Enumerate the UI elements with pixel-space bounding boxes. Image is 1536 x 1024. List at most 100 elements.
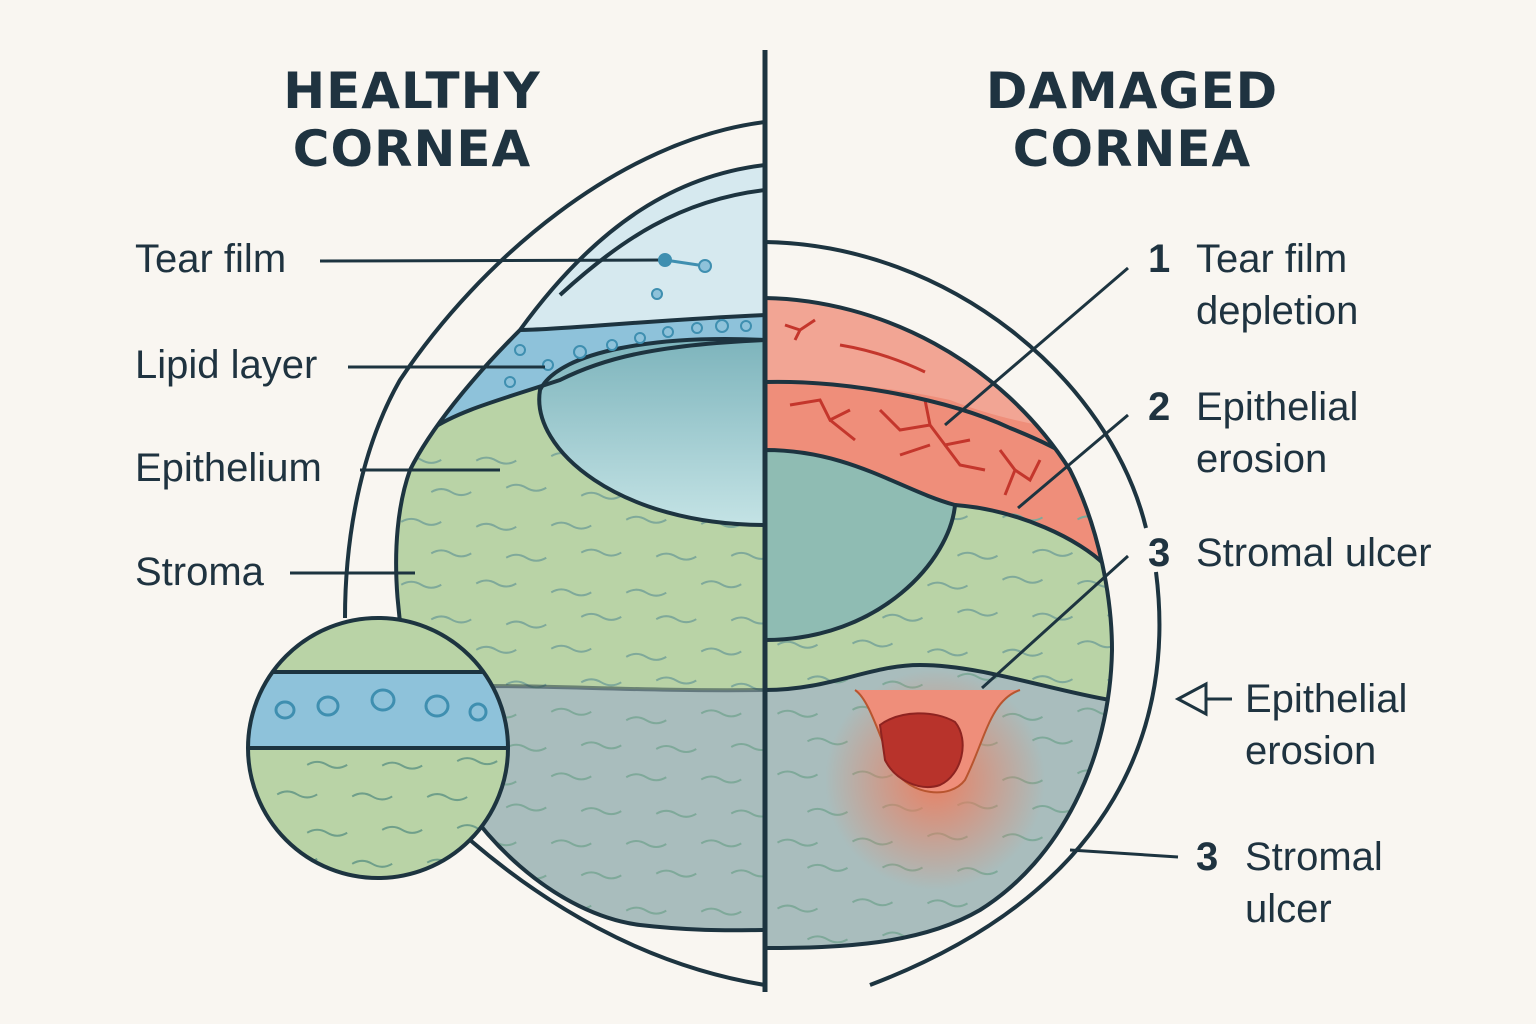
callout-tear-film-depletion: 1 Tear film depletion [944,237,1358,427]
healthy-cornea-outline [394,163,766,933]
svg-text:Epithelium: Epithelium [135,446,322,490]
damaged-lens-region [765,447,958,643]
fibre-wave [580,612,622,621]
fibre-wave [956,608,999,617]
label-stroma: Stroma [135,550,415,594]
fibre-wave [426,793,468,802]
fibre-wave [1001,575,1044,584]
label-tear-film: Tear film [135,237,712,281]
fibre-wave [730,682,765,691]
fibre-wave [730,869,765,878]
fibre-wave [1106,803,1112,812]
damaged-outer-shell [764,240,1148,529]
fibre-wave [505,743,547,752]
fibre-wave [1031,675,1074,684]
fibre-wave [580,741,622,750]
fibre-wave [1031,612,1074,621]
fibre-wave [400,906,442,915]
fibre-wave [430,875,472,884]
fibre-wave [881,613,924,622]
damaged-title-line1: DAMAGED [986,62,1278,120]
fibre-wave [655,809,697,818]
fibre-wave [400,517,442,526]
fibre-wave [351,859,393,868]
fibre-wave [625,906,667,915]
fibre-wave [700,775,742,784]
fibre-wave [276,790,318,799]
fibre-wave [730,809,765,818]
fibre-wave [475,522,517,531]
fibre-wave [700,907,742,916]
fibre-wave [655,869,697,878]
fibre-wave [806,675,849,684]
fibre-wave [306,828,348,837]
healthy-outer-shell-lower [468,838,766,987]
fibre-wave [1106,742,1112,751]
fibre-wave [625,839,667,848]
fibre-wave [430,549,472,558]
svg-text:Stromal ulcer: Stromal ulcer [1196,531,1432,575]
fibre-wave [1031,929,1074,938]
fibre-wave [475,900,517,909]
callout-stromal-ulcer: 3 Stromal ulcer [980,531,1432,690]
damaged-title-line2: CORNEA [1013,120,1251,178]
fibre-wave [625,652,667,661]
fibre-wave [776,838,819,847]
damaged-outer-shell-lower [869,571,1162,987]
fibre-wave [550,772,592,781]
fibre-wave [956,551,999,560]
svg-text:erosion: erosion [1196,437,1327,481]
fibre-wave [1106,929,1112,938]
callout-epithelial-erosion: 2 Epithelial erosion [1017,385,1358,510]
fibre-wave [776,709,819,718]
fibre-wave [806,935,849,944]
fibre-wave [776,770,819,779]
fibre-wave [700,839,742,848]
open-arrow-left-icon [1174,681,1208,717]
fibre-wave [580,678,622,687]
fibre-wave [550,839,592,848]
healthy-title-line2: CORNEA [293,120,531,178]
fibre-wave [306,760,348,769]
fibre-wave [550,521,592,530]
svg-text:erosion: erosion [1245,729,1376,773]
fibre-wave [655,676,697,685]
fibre-wave [625,716,667,725]
svg-text:depletion: depletion [1196,289,1358,333]
fibre-wave [550,588,592,597]
fibre-wave [926,899,969,908]
svg-text:Lipid layer: Lipid layer [135,343,317,387]
svg-text:Stroma: Stroma [135,550,265,594]
fibre-wave [851,639,894,648]
fibre-wave [505,803,547,812]
svg-text:Tear film: Tear film [135,237,286,281]
fibre-wave [1106,869,1112,878]
damaged-cornea-outline [764,296,1115,950]
label-lipid-layer: Lipid layer [135,343,545,387]
svg-text:Stromal: Stromal [1245,835,1383,879]
magnified-inset [246,616,510,880]
fibre-wave [926,648,969,657]
svg-text:1: 1 [1148,237,1170,281]
fibre-wave [1031,736,1074,745]
callout-stromal-ulcer-2: 3 Stromal ulcer [1069,835,1383,931]
fibre-wave [381,761,423,770]
fibre-wave [1106,611,1112,620]
svg-text:ulcer: ulcer [1245,887,1332,931]
fibre-wave [351,792,393,801]
fibre-wave [700,647,742,656]
svg-text:2: 2 [1148,385,1170,429]
fibre-wave [475,579,517,588]
fibre-wave [926,581,969,590]
svg-text:Epithelial: Epithelial [1245,677,1407,721]
fibre-wave [655,552,697,561]
fibre-wave [625,773,667,782]
fibre-wave [1076,899,1112,908]
fibre-wave [851,898,894,907]
fibre-wave [625,588,667,597]
callout-epithelial-erosion-arrow: Epithelial erosion [1174,677,1407,773]
fibre-wave [730,743,765,752]
fibre-wave [550,644,592,653]
fibre-wave [430,615,472,624]
